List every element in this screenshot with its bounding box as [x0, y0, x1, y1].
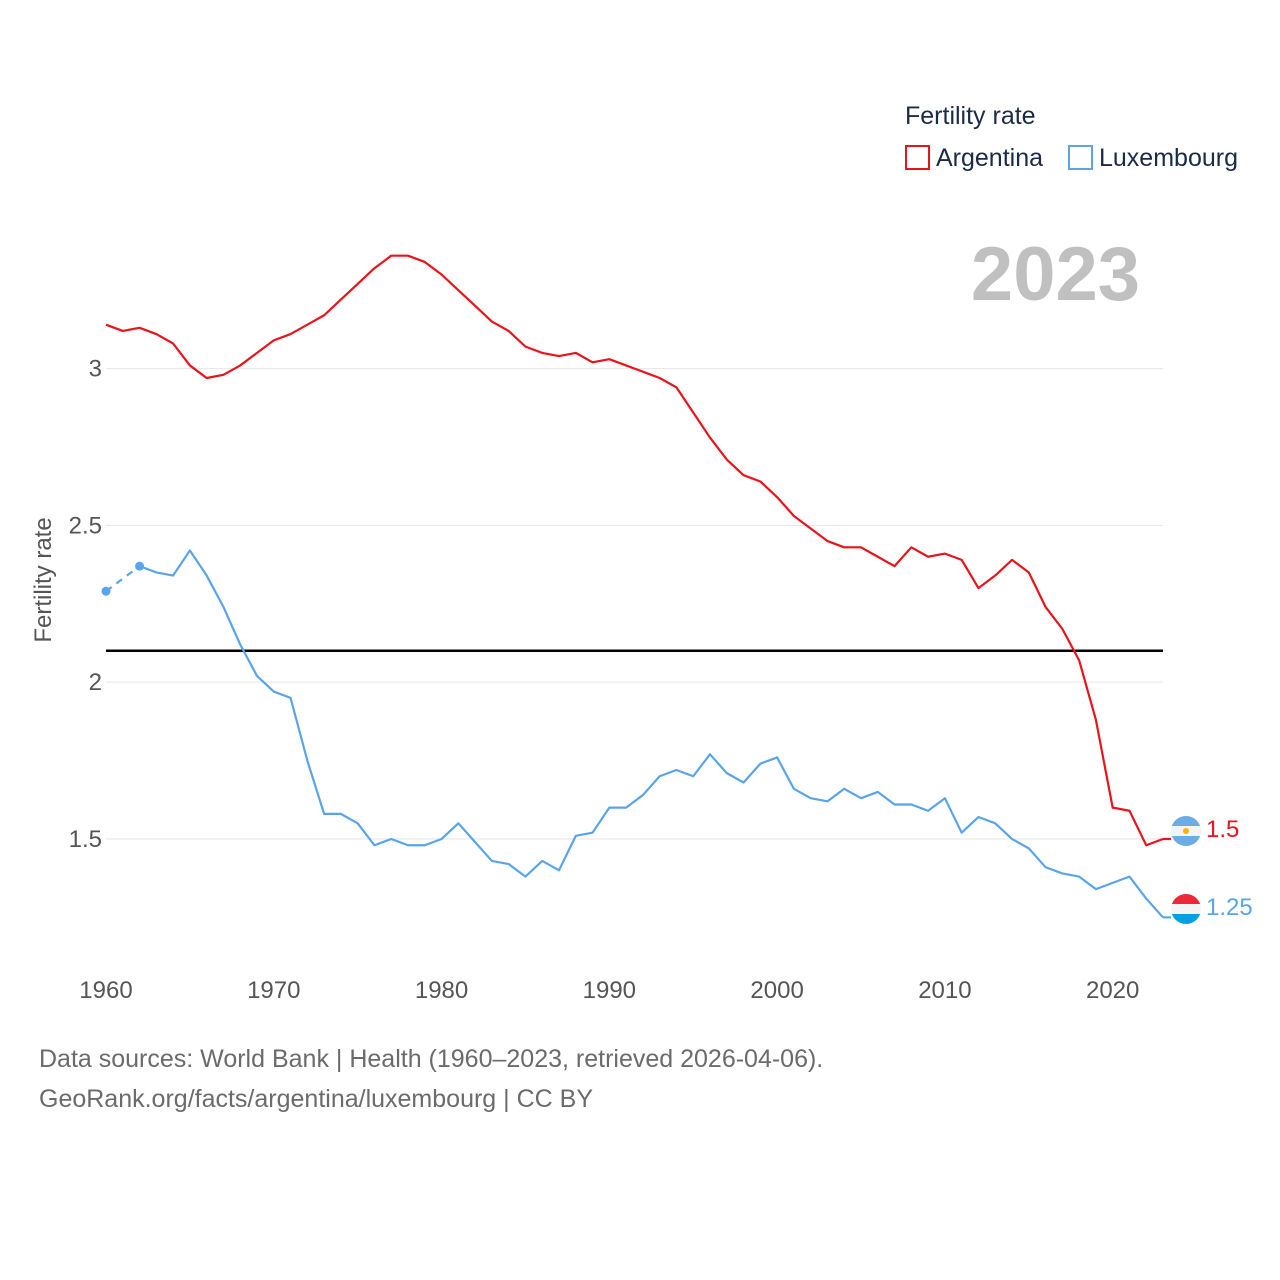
luxembourg-flag-icon: [1171, 894, 1201, 924]
x-tick-label: 1990: [583, 977, 636, 1004]
y-axis-label: Fertility rate: [30, 517, 57, 642]
legend-label-argentina[interactable]: Argentina: [936, 144, 1043, 172]
x-axis-ticks: 1960 1970 1980 1990 2000 2010 2020: [79, 977, 1139, 1004]
grid-lines: [106, 368, 1163, 840]
series-lines: [101, 254, 1171, 919]
y-tick-label: 3: [89, 356, 102, 383]
y-tick-label: 1.5: [69, 826, 102, 853]
source-link[interactable]: GeoRank.org/facts/argentina/luxembourg |…: [39, 1085, 593, 1113]
end-label-luxembourg: 1.25: [1206, 894, 1253, 921]
legend: Fertility rate Argentina Luxembourg: [905, 102, 1238, 172]
series-line-argentina: [105, 254, 1164, 847]
year-label: 2023: [971, 232, 1140, 317]
x-tick-label: 1970: [247, 977, 300, 1004]
source-line: Data sources: World Bank | Health (1960–…: [39, 1045, 824, 1073]
argentina-flag-icon: [1171, 816, 1201, 846]
y-tick-label: 2.5: [69, 512, 102, 539]
legend-swatch-argentina: [905, 145, 930, 170]
series-line-luxembourg: [139, 549, 1164, 919]
legend-label-luxembourg[interactable]: Luxembourg: [1099, 144, 1238, 172]
x-tick-label: 2000: [750, 977, 803, 1004]
end-label-argentina: 1.5: [1206, 816, 1239, 843]
x-tick-label: 1960: [79, 977, 132, 1004]
series-line-luxembourg-estimated: [105, 565, 141, 593]
y-axis-ticks: 1.5 2 2.5 3: [69, 356, 102, 853]
legend-title: Fertility rate: [905, 102, 1036, 130]
y-tick-label: 2: [89, 669, 102, 696]
x-tick-label: 1980: [415, 977, 468, 1004]
x-tick-label: 2020: [1086, 977, 1139, 1004]
legend-swatch-luxembourg: [1068, 145, 1093, 170]
data-point-luxembourg: [101, 586, 111, 596]
x-tick-label: 2010: [918, 977, 971, 1004]
